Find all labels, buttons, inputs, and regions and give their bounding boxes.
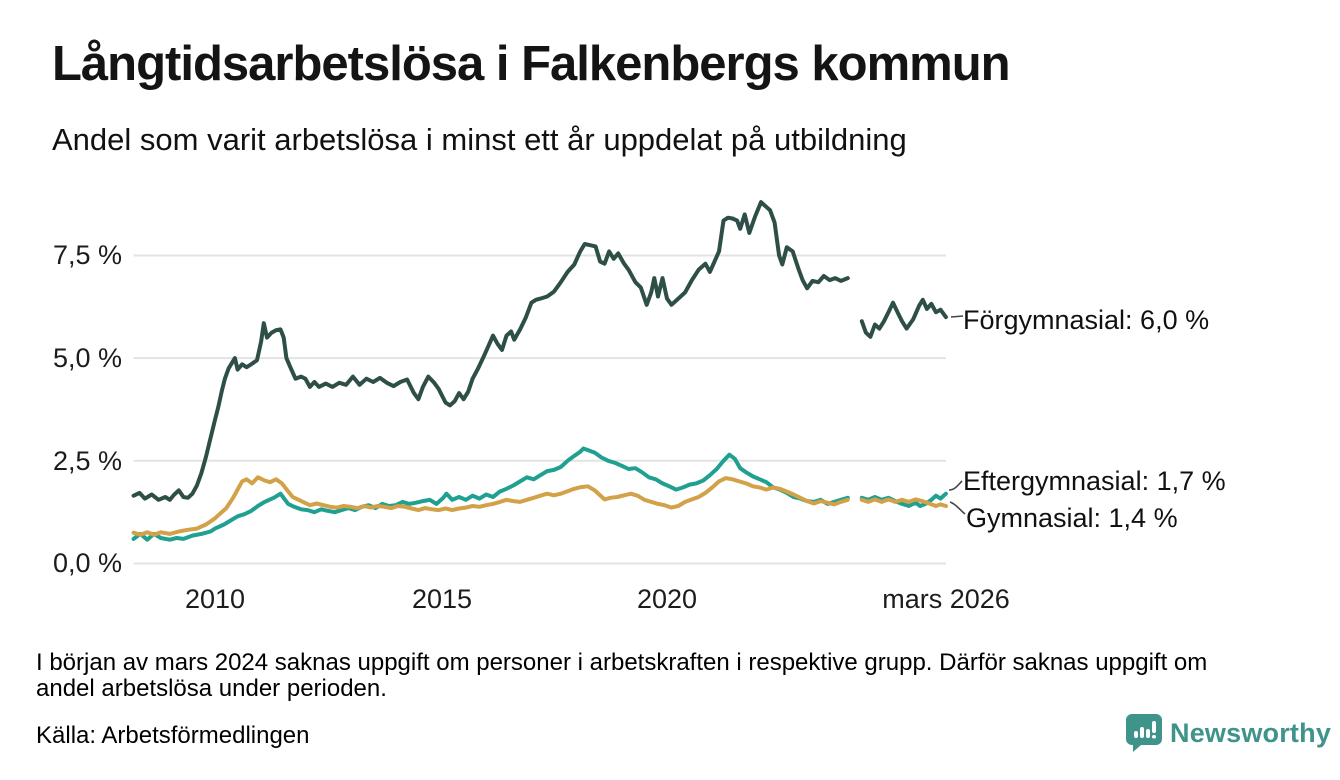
label-connector-eftergymnasial [948,480,963,491]
chart-subtitle: Andel som varit arbetslösa i minst ett å… [52,122,907,157]
chart-title: Långtidsarbetslösa i Falkenbergs kommun [52,37,1011,91]
footnote-line-1: I början av mars 2024 saknas uppgift om … [36,649,1208,676]
label-connector-forgymnasial [950,315,964,318]
series-label-eftergymnasial: Eftergymnasial: 1,7 % [963,466,1226,496]
series-label-forgymnasial: Förgymnasial: 6,0 % [963,305,1210,335]
source-credit: Källa: Arbetsförmedlingen [36,722,310,749]
x-axis-label-2010: 2010 [184,584,246,614]
x-axis-label-2020: 2020 [636,584,698,614]
newsworthy-wordmark: Newsworthy [1170,718,1332,748]
newsworthy-icon [1126,714,1162,752]
y-axis-label-0-0: 0,0 % [52,548,122,578]
label-connector-gymnasial [949,501,966,515]
x-axis-label-2015: 2015 [411,584,473,614]
newsworthy-logo: Newsworthy [1126,714,1331,753]
x-axis-label-mars-2026: mars 2026 [882,584,1010,614]
footnote: I början av mars 2024 saknas uppgift om … [36,650,1316,702]
y-axis-label-7-5: 7,5 % [52,240,122,270]
series-label-gymnasial: Gymnasial: 1,4 % [966,503,1178,533]
footnote-line-2: andel arbetslösa under perioden. [36,675,387,702]
gridlines [133,254,946,565]
y-axis-label-5-0: 5,0 % [52,343,122,373]
y-axis-label-2-5: 2,5 % [52,446,122,476]
series-lines [131,200,948,542]
